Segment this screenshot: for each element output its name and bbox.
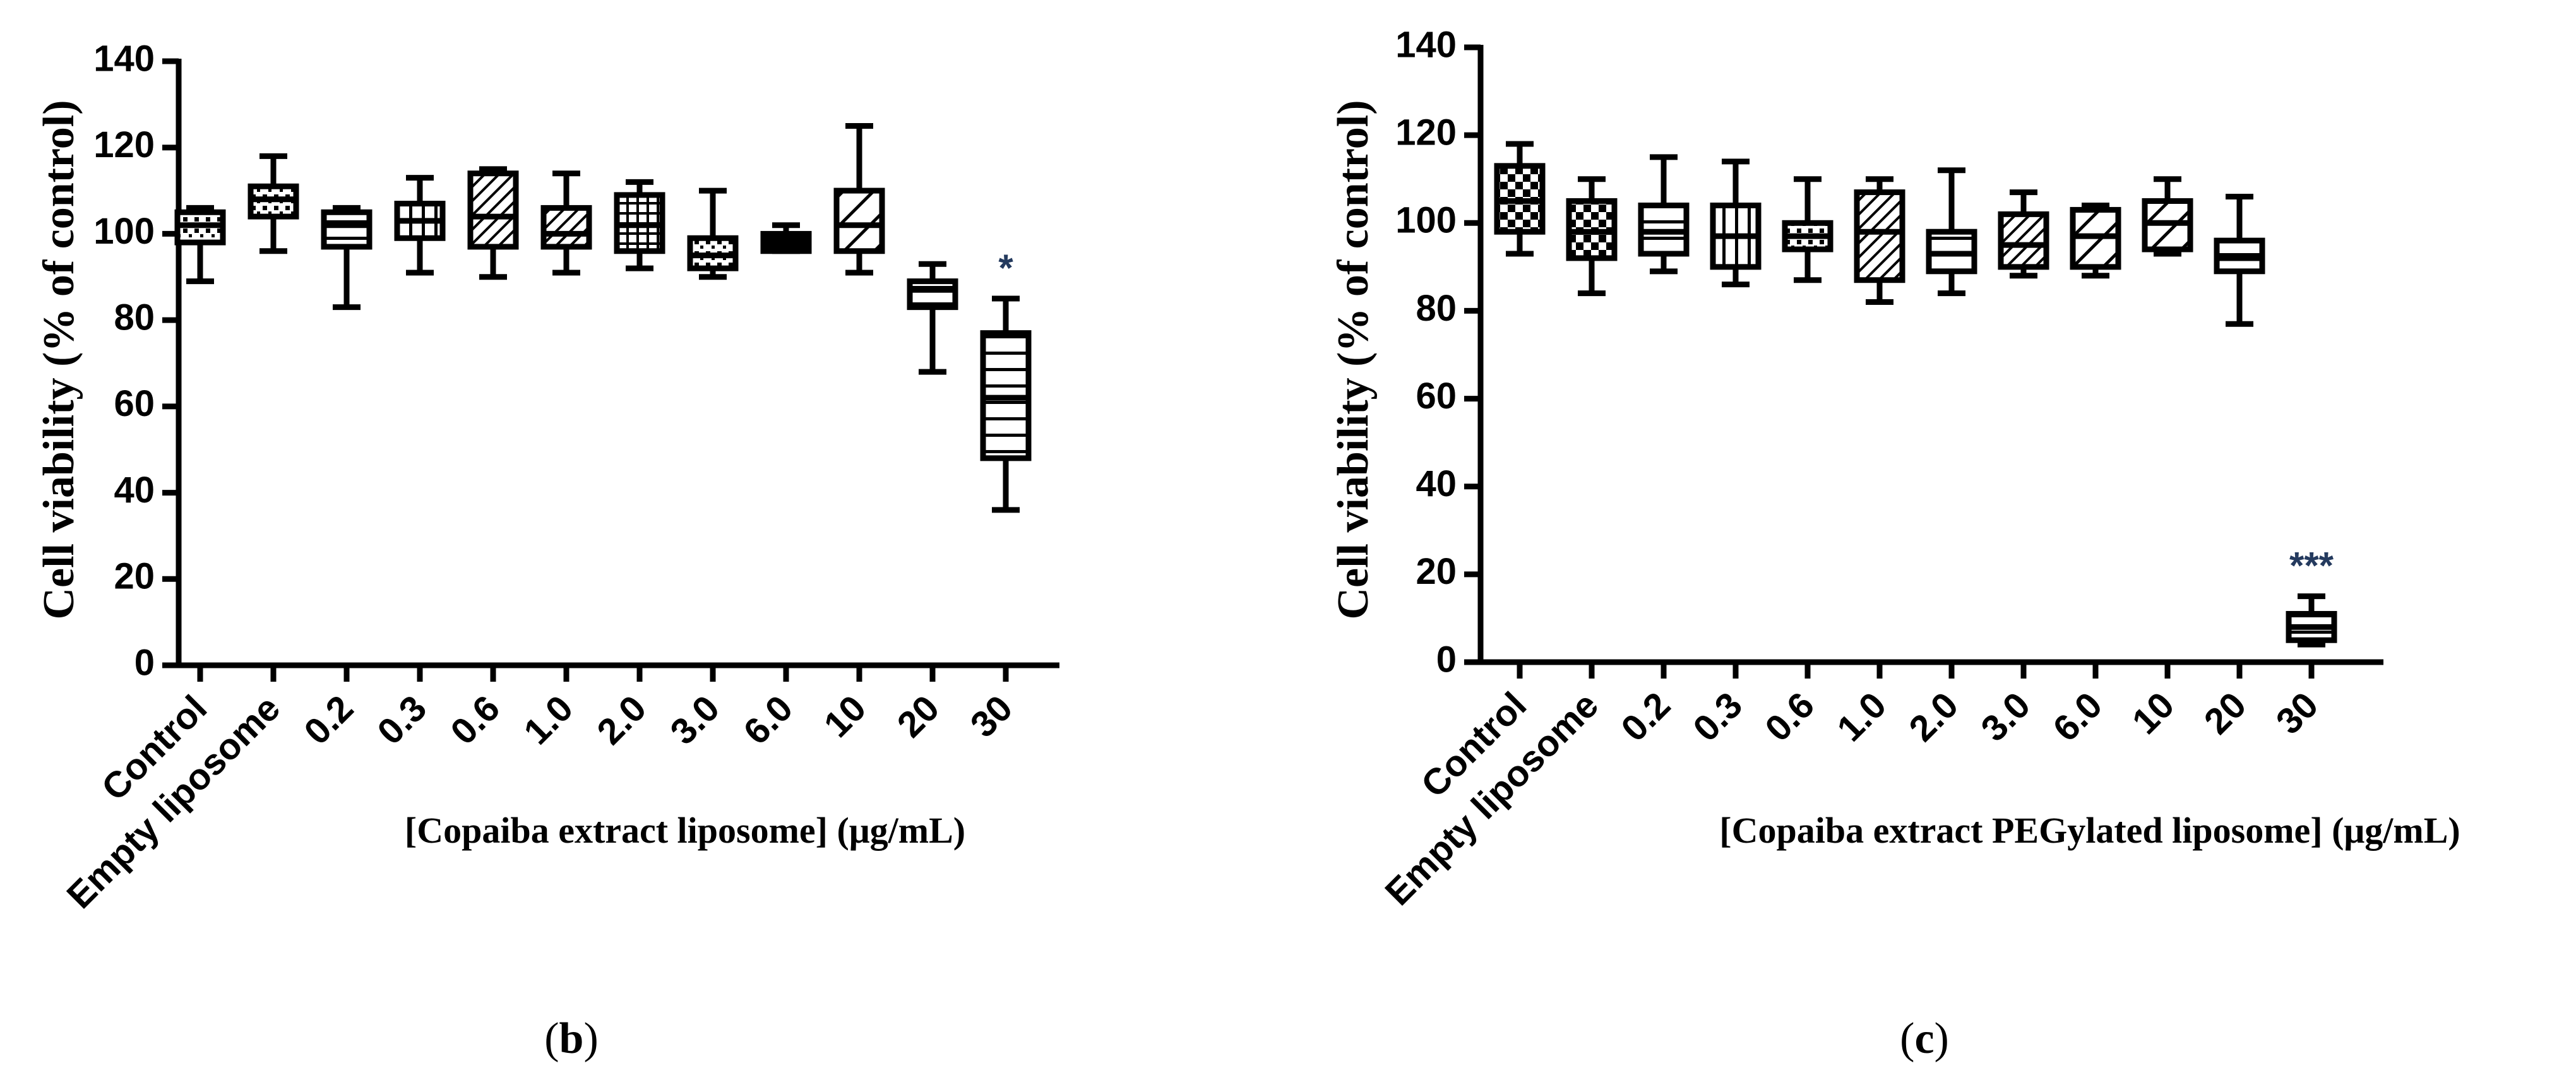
category-label: 0.6 [443, 687, 508, 752]
y-tick-label: 60 [1416, 376, 1457, 417]
significance-marker: *** [2289, 545, 2334, 587]
box-10 [2142, 176, 2193, 257]
box-1-0 [540, 170, 592, 276]
category-label: 0.2 [296, 687, 361, 752]
box-empty-liposome [247, 153, 299, 254]
y-tick-label: 100 [93, 211, 155, 252]
box-6-0 [760, 222, 812, 254]
x-axis-title: [Copaiba extract PEGylated liposome] (μg… [1719, 810, 2460, 851]
category-label: 2.0 [589, 687, 654, 752]
y-tick-label: 20 [1416, 551, 1457, 592]
x-axis-title: [Copaiba extract liposome] (μg/mL) [405, 810, 965, 851]
box-empty-liposome [1566, 176, 1618, 297]
y-tick-label: 80 [114, 297, 155, 338]
category-label: 20 [890, 687, 948, 745]
box-1-0 [1854, 176, 1905, 306]
box-control [174, 205, 226, 285]
category-label: 6.0 [736, 687, 801, 752]
significance-marker: * [998, 247, 1013, 289]
box-0-3 [1710, 158, 1762, 288]
box-iqr [907, 278, 958, 311]
box-0-6 [467, 166, 519, 280]
y-tick-label: 120 [1395, 112, 1457, 153]
category-label: 1.0 [516, 687, 581, 752]
box-0-3 [394, 175, 446, 276]
panel-c-chart: Cell viability (% of control) 0 20 40 60 80 1… [1329, 24, 2460, 1063]
y-tick-label: 80 [1416, 288, 1457, 329]
category-label: 20 [2197, 684, 2255, 742]
y-tick-label: 0 [1436, 639, 1457, 680]
box-20 [2214, 194, 2265, 327]
category-label: 0.2 [1613, 684, 1678, 749]
panel-label-b: (b) [544, 1014, 599, 1063]
category-label: 30 [963, 687, 1021, 745]
y-tick-label: 120 [93, 124, 155, 165]
y-tick-label: 60 [114, 383, 155, 424]
y-tick-label: 0 [134, 642, 155, 683]
category-label: 0.3 [1685, 684, 1750, 749]
box-10 [833, 123, 885, 276]
box-2-0 [614, 179, 665, 271]
box-iqr [1998, 211, 2049, 270]
category-label: 30 [2269, 684, 2327, 742]
category-label: 2.0 [1901, 684, 1966, 749]
box-3-0 [1998, 189, 2049, 279]
box-iqr [467, 170, 519, 250]
box-30 [2286, 593, 2337, 648]
box-3-0 [687, 187, 739, 280]
box-0-2 [321, 205, 373, 311]
box-30 [980, 295, 1032, 513]
category-label: 3.0 [662, 687, 727, 752]
category-label: 1.0 [1829, 684, 1894, 749]
y-tick-label: 20 [114, 556, 155, 597]
box-20 [907, 261, 958, 375]
y-tick-label: 100 [1395, 200, 1457, 241]
box-2-0 [1926, 167, 1977, 297]
box-iqr [321, 209, 373, 250]
category-label: 0.3 [369, 687, 434, 752]
category-label: 10 [2125, 684, 2183, 742]
category-label: 3.0 [1973, 684, 2038, 749]
y-tick-label: 140 [1395, 24, 1457, 65]
y-tick-label: 40 [1416, 463, 1457, 504]
box-0-6 [1782, 176, 1834, 283]
y-axis-title: Cell viability (% of control) [1329, 100, 1378, 619]
box-iqr [540, 205, 592, 250]
box-6-0 [2070, 202, 2121, 279]
y-axis-title: Cell viability (% of control) [35, 100, 83, 619]
category-label: 10 [816, 687, 874, 745]
panel-label-c: (c) [1900, 1014, 1949, 1063]
box-control [1494, 141, 1546, 257]
y-tick-label: 40 [114, 470, 155, 511]
box-iqr [1854, 189, 1905, 283]
y-tick-label: 140 [93, 38, 155, 79]
panel-b-chart: Cell viability (% of control) 0 20 40 60 80 1… [35, 38, 1059, 1063]
box-0-2 [1638, 154, 1690, 275]
category-label: 6.0 [2045, 684, 2110, 749]
box-iqr [833, 187, 885, 254]
category-label: 0.6 [1757, 684, 1822, 749]
